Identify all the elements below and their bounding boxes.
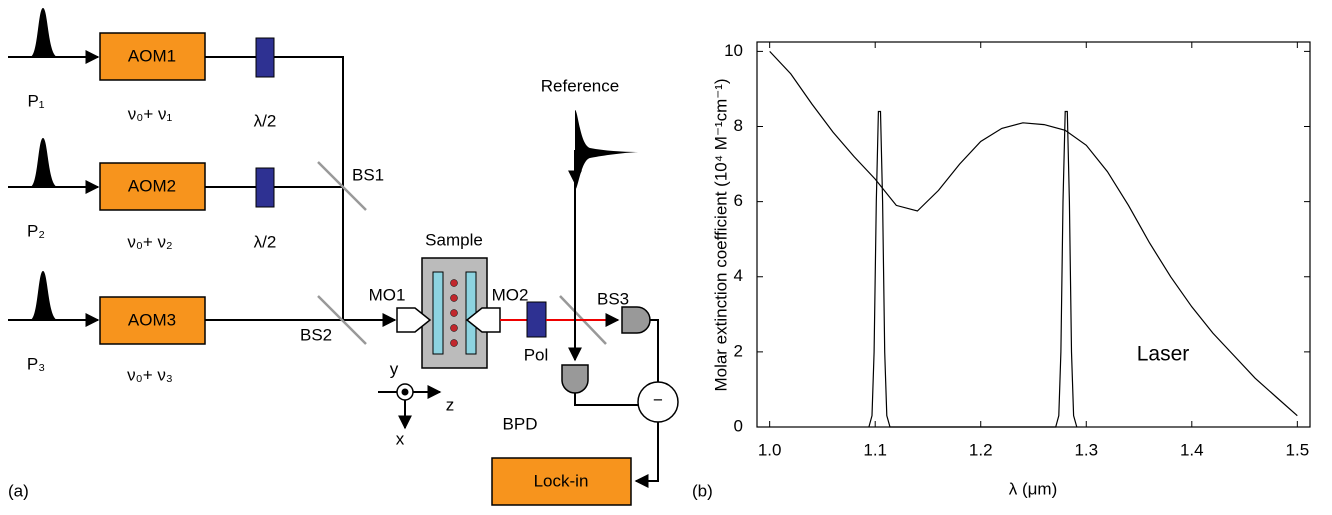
photodiode [561,364,589,394]
beamsplitter-label: BS3 [597,289,629,308]
aom-label: AOM1 [128,46,176,65]
reference-pulse [575,110,638,190]
frequency-label: ν₀+ ν₁ [128,104,173,123]
subtract-sign: − [653,390,663,409]
pulse [30,271,58,320]
x-axis-title: λ (μm) [1009,479,1058,498]
panel-label: (b) [692,481,713,500]
objective [396,307,432,333]
panel-label: (a) [8,481,29,500]
wire [634,422,659,488]
waveplate [255,167,275,208]
polarizer [526,301,547,338]
plot-frame [756,41,1311,428]
axis-out-dot [401,388,409,396]
data-line [769,50,1298,417]
aom-box [99,296,206,345]
y-tick-label: 0 [734,416,743,435]
x-tick-label: 1.5 [1286,440,1310,459]
frequency-label: ν₀+ ν₂ [127,232,172,251]
chart: (b) λ (μm) Molar extinction coefficient … [692,41,1311,500]
axis-label: x [396,429,405,448]
sample-cell [432,271,444,355]
lockin-box [491,457,632,506]
waveplate-label: λ/2 [254,232,277,251]
y-tick-label: 8 [734,116,743,135]
pulse-label: P₃ [27,354,45,373]
aom-box [99,162,206,211]
beamsplitter [317,161,367,211]
x-tick-label: 1.2 [969,440,993,459]
y-tick-label: 4 [734,266,743,285]
aom-box [99,32,206,81]
x-tick-label: 1.3 [1074,440,1098,459]
objective [465,307,501,333]
beamsplitter [317,295,367,345]
objective-label: MO2 [492,285,529,304]
detector-label: BPD [503,414,538,433]
data-line [868,110,1078,428]
waveplate [255,37,275,78]
aom-label: AOM2 [128,176,176,195]
polarizer-label: Pol [524,345,549,364]
sample-label: Sample [425,230,483,249]
annotation: Laser [1137,343,1190,366]
x-tick-label: 1.0 [758,440,782,459]
pulse [30,138,58,187]
pulse [30,8,58,57]
setup-diagram: AOM1 AOM2 AOM3 λ/2 λ/2 P₁ P₂ P₃ ν₀+ ν₁ ν… [8,8,679,506]
pulse-label: P₂ [27,221,45,240]
y-tick-label: 2 [734,341,743,360]
y-tick-label: 6 [734,191,743,210]
objective-label: MO1 [369,285,406,304]
x-tick-label: 1.4 [1180,440,1204,459]
beamsplitter-label: BS2 [300,325,332,344]
wire [574,393,638,406]
frequency-label: ν₀+ ν₃ [127,365,173,384]
wire [650,319,659,382]
y-tick-label: 10 [724,41,743,60]
photodiode [621,306,651,334]
sample-cell [465,271,477,355]
axis-label: y [390,359,399,378]
reference-label: Reference [541,76,619,95]
aom-label: AOM3 [128,310,176,329]
y-axis-title: Molar extinction coefficient (10⁴ M⁻¹cm⁻… [711,78,730,391]
beamsplitter-label: BS1 [352,165,384,184]
x-tick-label: 1.1 [863,440,887,459]
waveplate-label: λ/2 [254,111,277,130]
particles [450,279,458,347]
pulse-label: P₁ [27,91,44,110]
beam [205,56,344,320]
axis-label: z [446,395,455,414]
lockin-label: Lock-in [534,471,589,490]
